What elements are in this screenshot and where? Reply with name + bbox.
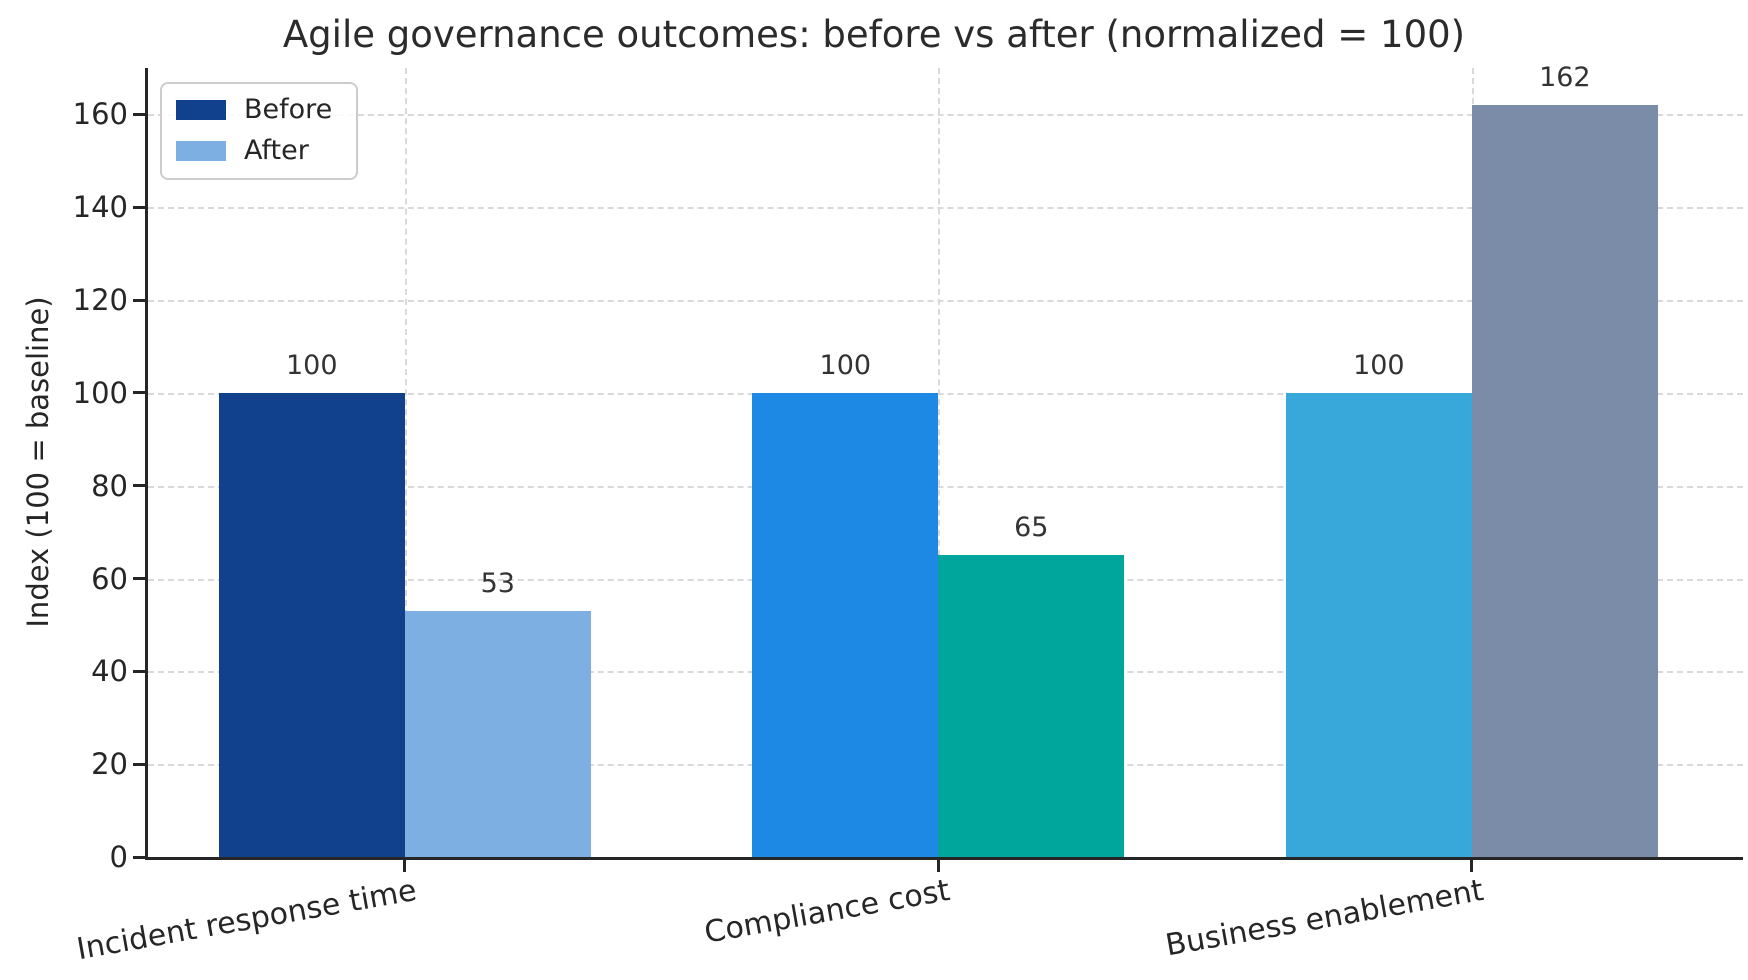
- bar-before-1: [752, 392, 939, 857]
- bar-value-label: 100: [1353, 349, 1405, 381]
- y-tick-label: 20: [91, 747, 128, 782]
- y-tick-mark: [133, 855, 145, 859]
- bar-value-label: 53: [480, 568, 515, 600]
- bar-after-1: [938, 555, 1125, 857]
- bar-after-0: [404, 611, 591, 857]
- legend: Before After: [160, 82, 359, 180]
- legend-label-before: Before: [244, 94, 333, 125]
- h-gridline: [148, 207, 1743, 210]
- h-gridline: [148, 300, 1743, 303]
- y-tick-label: 120: [72, 283, 128, 318]
- legend-label-after: After: [244, 135, 309, 166]
- bar-before-2: [1285, 392, 1472, 857]
- legend-swatch-before: [176, 99, 226, 120]
- bar-before-0: [218, 392, 405, 857]
- bar-value-label: 65: [1014, 512, 1049, 544]
- y-tick-label: 140: [72, 190, 128, 225]
- y-tick-mark: [133, 205, 145, 209]
- y-tick-label: 80: [91, 468, 128, 503]
- y-tick-label: 60: [91, 561, 128, 596]
- bar-value-label: 100: [819, 349, 872, 381]
- x-category-label: Incident response time: [73, 873, 419, 968]
- bar-value-label: 162: [1539, 62, 1591, 94]
- v-gridline: [938, 68, 941, 857]
- y-tick-label: 100: [72, 375, 128, 410]
- x-category-label: Business enablement: [1162, 873, 1486, 964]
- legend-swatch-after: [176, 140, 226, 161]
- bar-after-2: [1471, 105, 1658, 857]
- bar-value-label: 100: [286, 349, 338, 381]
- h-gridline: [148, 485, 1743, 488]
- x-tick-mark: [403, 860, 407, 872]
- y-tick-label: 160: [72, 97, 128, 132]
- x-category-label: Compliance cost: [701, 873, 953, 951]
- y-tick-label: 40: [91, 654, 128, 689]
- y-tick-mark: [133, 577, 145, 581]
- y-tick-mark: [133, 762, 145, 766]
- y-tick-label: 0: [109, 840, 128, 874]
- chart-title: Agile governance outcomes: before vs aft…: [282, 13, 1466, 56]
- legend-item-after: After: [176, 135, 332, 166]
- y-tick-mark: [133, 484, 145, 488]
- y-tick-mark: [133, 298, 145, 302]
- h-gridline: [148, 114, 1743, 117]
- legend-item-before: Before: [176, 94, 332, 125]
- x-tick-mark: [1470, 860, 1474, 872]
- y-tick-mark: [133, 112, 145, 116]
- h-gridline: [148, 392, 1743, 395]
- plot-area: Before After 0 20 40 60 80 100 120 140 160 Incide…: [73, 62, 1743, 967]
- y-tick-mark: [133, 391, 145, 395]
- y-tick-mark: [133, 669, 145, 673]
- v-gridline: [404, 68, 407, 857]
- x-tick-mark: [936, 860, 940, 872]
